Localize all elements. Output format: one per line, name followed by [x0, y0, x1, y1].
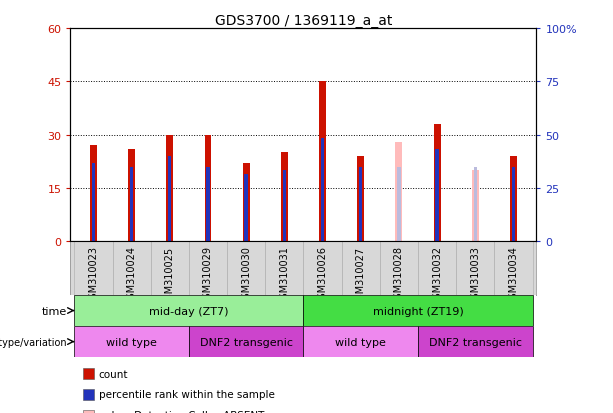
Bar — [166, 135, 173, 242]
Bar — [357, 157, 364, 242]
Bar — [189, 326, 303, 357]
Bar — [206, 167, 210, 242]
Bar — [380, 242, 418, 295]
Text: GSM310030: GSM310030 — [241, 246, 251, 305]
Text: count: count — [99, 369, 128, 379]
Text: GSM310029: GSM310029 — [203, 246, 213, 305]
Bar — [243, 164, 249, 242]
Text: DNF2 transgenic: DNF2 transgenic — [428, 337, 522, 347]
Bar — [227, 242, 265, 295]
Bar — [168, 157, 172, 242]
Bar — [74, 326, 189, 357]
Bar — [303, 295, 533, 326]
Text: value, Detection Call = ABSENT: value, Detection Call = ABSENT — [99, 410, 264, 413]
Bar — [341, 242, 380, 295]
Text: GSM310028: GSM310028 — [394, 246, 404, 305]
Bar — [245, 174, 248, 242]
Bar — [494, 242, 533, 295]
Text: genotype/variation: genotype/variation — [0, 337, 67, 347]
Bar — [395, 142, 402, 242]
Bar — [319, 82, 326, 242]
Bar — [418, 242, 456, 295]
Text: midnight (ZT19): midnight (ZT19) — [373, 306, 463, 316]
Bar — [283, 171, 286, 242]
Text: wild type: wild type — [335, 337, 386, 347]
Text: GSM310026: GSM310026 — [318, 246, 327, 305]
Bar — [433, 125, 441, 242]
Text: wild type: wild type — [106, 337, 157, 347]
Bar — [359, 167, 362, 242]
Bar — [205, 135, 211, 242]
Bar — [474, 167, 477, 242]
Bar — [90, 146, 97, 242]
Text: GSM310031: GSM310031 — [280, 246, 289, 305]
Text: GSM310033: GSM310033 — [470, 246, 480, 305]
Bar — [510, 157, 517, 242]
Bar — [472, 171, 479, 242]
Text: percentile rank within the sample: percentile rank within the sample — [99, 389, 275, 399]
Bar — [74, 242, 113, 295]
Bar — [512, 167, 515, 242]
Bar — [456, 242, 494, 295]
Text: DNF2 transgenic: DNF2 transgenic — [200, 337, 292, 347]
Bar — [151, 242, 189, 295]
Bar — [397, 167, 401, 242]
Bar — [281, 153, 287, 242]
Text: GSM310034: GSM310034 — [508, 246, 519, 305]
Bar — [113, 242, 151, 295]
Text: time: time — [42, 306, 67, 316]
Text: GSM310023: GSM310023 — [88, 246, 99, 305]
Bar — [321, 139, 324, 242]
Text: GSM310024: GSM310024 — [127, 246, 137, 305]
Bar — [303, 326, 418, 357]
Bar — [74, 295, 303, 326]
Text: GSM310027: GSM310027 — [356, 246, 366, 305]
Title: GDS3700 / 1369119_a_at: GDS3700 / 1369119_a_at — [215, 14, 392, 28]
Text: mid-day (ZT7): mid-day (ZT7) — [149, 306, 229, 316]
Bar — [303, 242, 341, 295]
Bar — [435, 150, 439, 242]
Bar — [128, 150, 135, 242]
Bar — [92, 164, 95, 242]
Text: GSM310032: GSM310032 — [432, 246, 442, 305]
Bar — [265, 242, 303, 295]
Bar — [418, 326, 533, 357]
Text: GSM310025: GSM310025 — [165, 246, 175, 305]
Bar — [189, 242, 227, 295]
Bar — [130, 167, 133, 242]
